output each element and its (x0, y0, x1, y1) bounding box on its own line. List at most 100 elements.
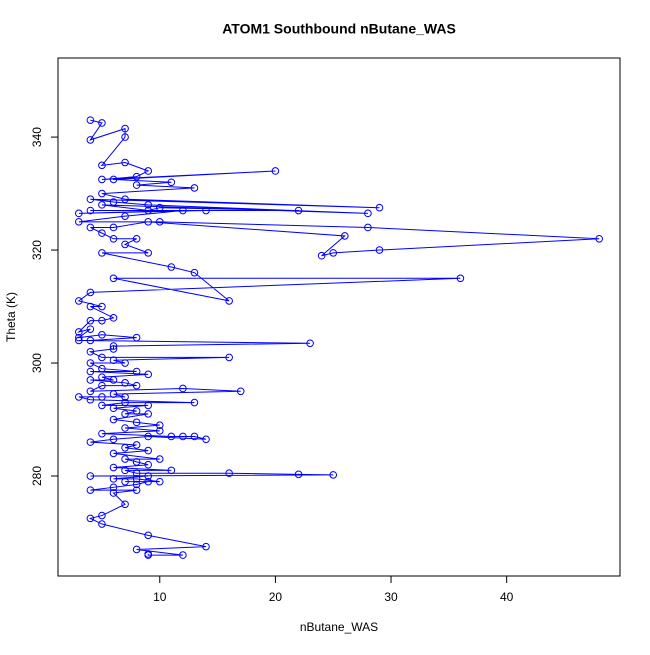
data-point (132, 441, 141, 449)
data-point (190, 398, 199, 407)
data-point (109, 345, 118, 353)
data-point (109, 489, 118, 497)
data-point (179, 551, 187, 559)
data-point (109, 376, 118, 384)
data-point (132, 475, 141, 483)
data-point (167, 466, 176, 475)
data-point (98, 201, 106, 209)
data-point (329, 249, 338, 257)
data-point (109, 234, 118, 243)
data-point (340, 232, 349, 240)
data-point (98, 393, 106, 401)
data-point (121, 410, 129, 418)
data-point (121, 424, 129, 432)
x-tick-label: 10 (153, 590, 167, 604)
data-point (75, 393, 83, 401)
data-point (144, 401, 152, 410)
data-point (190, 268, 199, 277)
data-point (98, 353, 106, 362)
data-point (98, 520, 106, 528)
data-point (132, 486, 141, 494)
data-point (86, 367, 95, 376)
data-point (225, 469, 233, 477)
data-point (86, 395, 95, 404)
data-point (98, 316, 106, 325)
data-point (155, 421, 164, 429)
data-point (98, 189, 106, 198)
data-point (98, 330, 106, 339)
data-point (86, 316, 95, 325)
data-point (86, 438, 95, 446)
data-point (144, 206, 152, 215)
data-point (132, 181, 141, 189)
data-point (86, 325, 95, 333)
data-point (167, 432, 176, 441)
data-point (98, 302, 106, 311)
data-point (132, 381, 141, 390)
data-point (121, 124, 129, 133)
data-point (121, 379, 129, 387)
data-point (202, 542, 210, 551)
data-point (86, 302, 95, 311)
data-point (167, 263, 176, 271)
data-point (75, 336, 83, 345)
data-point (109, 415, 118, 424)
data-point (86, 514, 95, 523)
data-point (75, 328, 83, 336)
data-point (144, 218, 152, 226)
data-point (98, 364, 106, 373)
data-point (155, 218, 164, 226)
data-point (121, 240, 129, 249)
data-point (86, 359, 95, 367)
data-point (155, 427, 164, 435)
data-point (109, 314, 118, 322)
data-point (98, 373, 106, 381)
y-tick-label: 300 (30, 353, 44, 373)
data-point (364, 209, 372, 218)
data-point (144, 446, 152, 455)
data-point (190, 432, 199, 441)
data-point (75, 209, 83, 218)
data-point (109, 449, 118, 458)
data-point (121, 455, 129, 463)
data-point (109, 404, 118, 413)
data-point (155, 455, 164, 463)
data-point (132, 458, 141, 466)
data-point (109, 356, 118, 365)
data-point (86, 472, 95, 480)
data-point (121, 443, 129, 452)
data-point (132, 418, 141, 427)
data-point (109, 274, 118, 283)
data-point (144, 477, 152, 486)
data-point (121, 398, 129, 407)
data-point (144, 201, 152, 209)
data-point (86, 206, 95, 215)
data-point (225, 297, 233, 305)
y-axis-label: Theta (K) (4, 292, 18, 342)
data-point (75, 333, 83, 342)
data-point (98, 401, 106, 410)
data-point (132, 234, 141, 243)
data-point (144, 531, 152, 540)
data-point (179, 432, 187, 441)
data-point (132, 407, 141, 415)
data-point (144, 370, 152, 379)
data-point (132, 172, 141, 181)
data-point (375, 246, 384, 254)
y-tick-label: 280 (30, 466, 44, 486)
data-point (132, 545, 141, 554)
data-point (375, 203, 384, 212)
data-point (98, 249, 106, 257)
x-tick-label: 30 (384, 590, 398, 604)
data-point (190, 184, 199, 192)
data-point (109, 483, 118, 492)
data-point (167, 178, 176, 187)
data-point (98, 381, 106, 390)
data-point (179, 384, 187, 393)
data-point (86, 376, 95, 384)
data-point (144, 410, 152, 418)
data-point (86, 347, 95, 356)
data-point (144, 249, 152, 257)
data-point (144, 550, 152, 558)
